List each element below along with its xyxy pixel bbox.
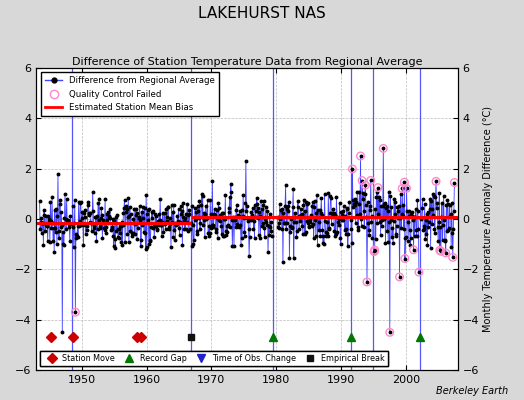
- Point: [435, 247, 444, 254]
- Point: [370, 248, 378, 255]
- Point: [361, 182, 369, 188]
- Point: [436, 248, 445, 254]
- Point: [442, 250, 450, 256]
- Point: [370, 247, 379, 253]
- Point: [363, 279, 371, 285]
- Point: [379, 145, 388, 152]
- Point: [374, 184, 382, 191]
- Legend: Station Move, Record Gap, Time of Obs. Change, Empirical Break: Station Move, Record Gap, Time of Obs. C…: [40, 351, 388, 366]
- Point: [402, 185, 411, 192]
- Point: [356, 153, 365, 159]
- Point: [348, 166, 357, 172]
- Text: LAKEHURST NAS: LAKEHURST NAS: [198, 6, 326, 21]
- Y-axis label: Monthly Temperature Anomaly Difference (°C): Monthly Temperature Anomaly Difference (…: [483, 106, 493, 332]
- Point: [358, 177, 366, 184]
- Point: [415, 269, 423, 275]
- Title: Difference of Station Temperature Data from Regional Average: Difference of Station Temperature Data f…: [72, 57, 422, 67]
- Point: [386, 329, 394, 336]
- Point: [400, 179, 409, 186]
- Point: [398, 185, 407, 192]
- Point: [395, 274, 403, 280]
- Point: [367, 177, 375, 184]
- Point: [450, 179, 458, 186]
- Point: [449, 254, 457, 260]
- Point: [401, 255, 409, 262]
- Text: Berkeley Earth: Berkeley Earth: [436, 386, 508, 396]
- Point: [409, 246, 418, 253]
- Point: [432, 178, 440, 184]
- Point: [71, 309, 80, 315]
